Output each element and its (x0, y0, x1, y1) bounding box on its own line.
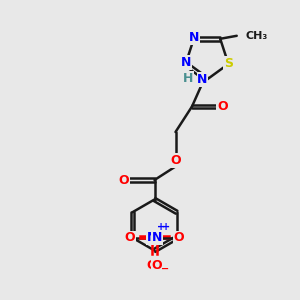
Text: O: O (118, 173, 129, 187)
Text: O: O (170, 154, 181, 167)
Text: O: O (152, 259, 162, 272)
Text: O: O (173, 231, 184, 244)
Text: S: S (224, 58, 233, 70)
Text: H: H (182, 71, 193, 85)
Text: −: − (155, 264, 164, 274)
Text: O: O (218, 100, 228, 113)
Text: N: N (152, 231, 162, 244)
Text: N: N (189, 31, 199, 44)
Text: +: + (163, 222, 171, 233)
Text: −: − (161, 264, 169, 274)
Text: N: N (180, 56, 191, 69)
Text: O: O (125, 231, 136, 244)
Text: N: N (147, 231, 157, 244)
Text: CH₃: CH₃ (245, 31, 267, 41)
Text: N: N (197, 73, 208, 86)
Text: O: O (147, 259, 157, 272)
Text: +: + (157, 222, 165, 233)
